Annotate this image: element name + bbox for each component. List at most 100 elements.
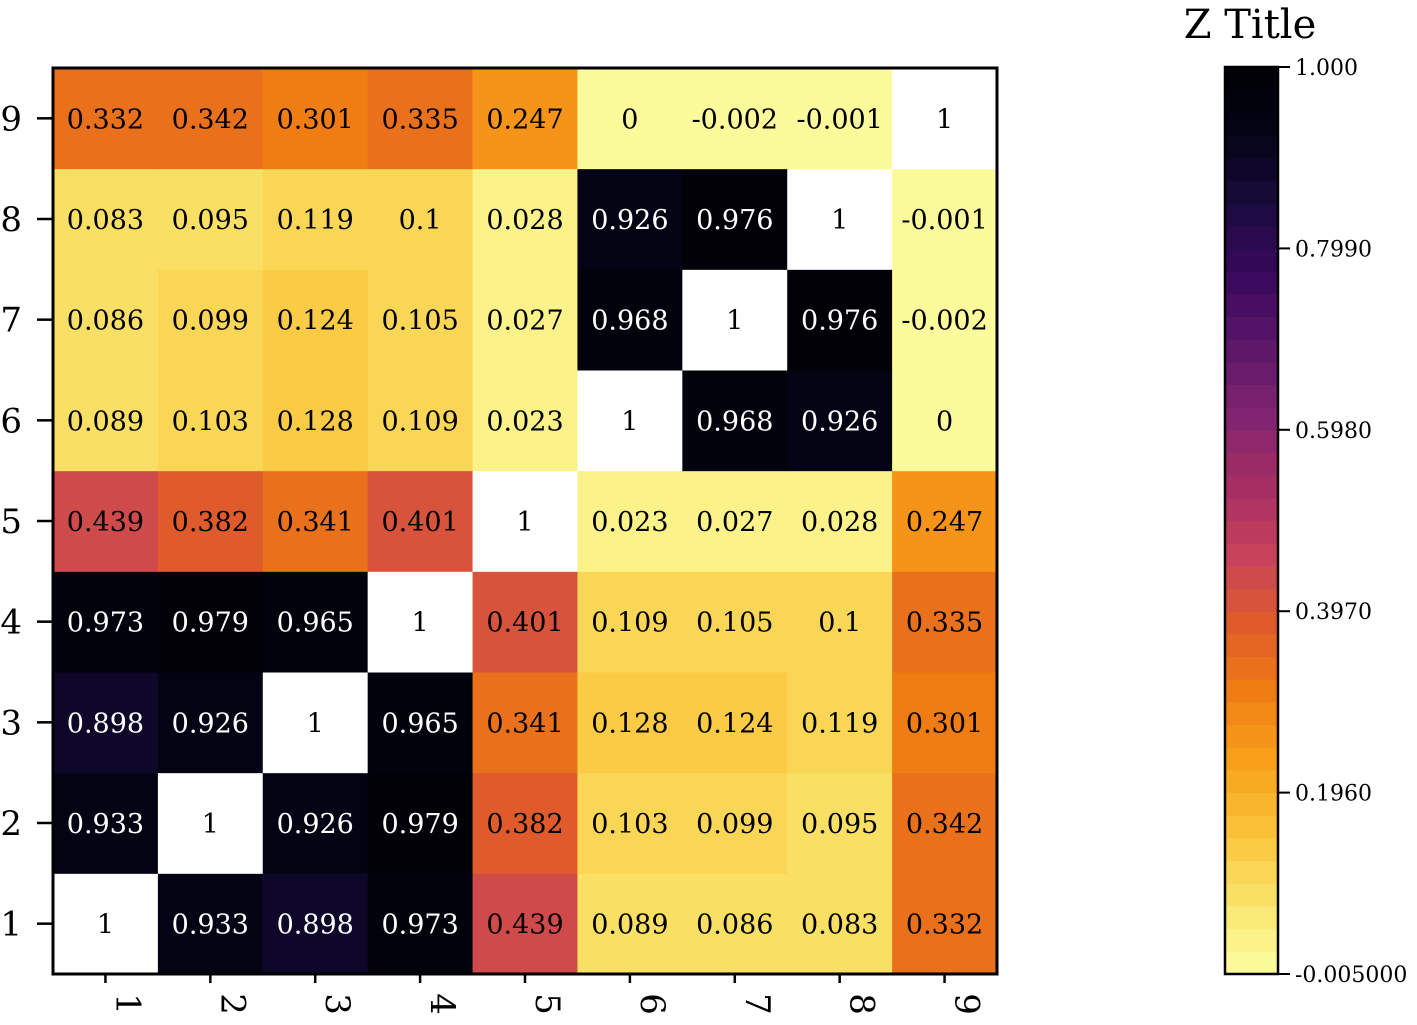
cell-value-label: 0.965 — [381, 708, 458, 739]
cell-value-label: 0.926 — [277, 809, 354, 840]
colorbar-band — [1225, 293, 1278, 317]
colorbar-band — [1225, 792, 1278, 816]
cell-value-label: 0.028 — [801, 507, 878, 538]
cell-value-label: 1 — [831, 205, 848, 236]
heatmap-cell — [53, 269, 159, 371]
cell-value-label: 0.968 — [591, 306, 668, 337]
colorbar-band — [1225, 497, 1278, 521]
colorbar-frame — [1223, 65, 1280, 976]
cell-value-label: 0.089 — [591, 910, 668, 941]
cell-value-label: -0.001 — [901, 205, 987, 236]
heatmap-cell — [472, 370, 578, 472]
cell-value-label: 0.976 — [801, 306, 878, 337]
heatmap-cell — [53, 470, 159, 572]
cell-value-label: 1 — [307, 708, 324, 739]
cell-value-label: 0.099 — [696, 809, 773, 840]
x-tick-label: 4 — [422, 993, 462, 1015]
heatmap-cell — [577, 672, 683, 774]
heatmap-cell — [262, 470, 369, 572]
cell-value-label: 0.401 — [486, 608, 563, 639]
cell-value-label: 0.086 — [696, 910, 773, 941]
cell-value-label: 0.968 — [696, 406, 773, 437]
colorbar: 1.000 0.7990 0.5980 0.3970 0.1960 -0.005000 Z… — [1184, 2, 1408, 988]
colorbar-band — [1225, 180, 1278, 204]
colorbar-band — [1225, 543, 1278, 567]
heatmap-cell — [53, 772, 159, 874]
colorbar-band — [1225, 407, 1278, 431]
cell-value-label: 1 — [412, 608, 429, 639]
cell-value-label: 0.027 — [696, 507, 773, 538]
heatmap-cell — [892, 470, 998, 572]
colorbar-band — [1225, 905, 1278, 930]
colorbar-tick-label: 0.7990 — [1295, 237, 1372, 262]
cell-value-label: 0.027 — [486, 306, 563, 337]
cell-value-label: 0.1 — [818, 608, 861, 639]
heatmap-cell — [367, 571, 474, 673]
heatmap-cell — [157, 873, 264, 975]
colorbar-tick-label: 0.5980 — [1295, 419, 1372, 444]
heatmap-cell — [53, 168, 159, 270]
cell-value-label: 0.301 — [906, 708, 983, 739]
colorbar-band — [1225, 588, 1278, 612]
cell-value-label: 0.926 — [801, 406, 878, 437]
cell-value-label: 0.341 — [486, 708, 563, 739]
heatmap-cell — [472, 571, 578, 673]
heatmap-cell — [892, 68, 998, 170]
heatmap-cell — [787, 571, 893, 673]
colorbar-band — [1225, 339, 1278, 363]
colorbar-band — [1225, 679, 1278, 703]
cell-value-label: -0.002 — [692, 104, 778, 135]
heatmap-cell — [682, 68, 788, 170]
cell-value-label: 0.128 — [277, 406, 354, 437]
heatmap-cell — [892, 571, 998, 673]
colorbar-band — [1225, 883, 1278, 907]
x-tick-label: 5 — [527, 993, 567, 1015]
colorbar-band — [1225, 860, 1278, 884]
heatmap-cell — [53, 672, 159, 774]
heatmap-cell — [787, 470, 893, 572]
colorbar-band — [1225, 724, 1278, 748]
heatmap-cell — [472, 873, 578, 975]
heatmap-cell — [367, 269, 474, 371]
heatmap-cell — [787, 772, 893, 874]
cell-value-label: 0.976 — [696, 205, 773, 236]
cell-value-label: 0.341 — [277, 507, 354, 538]
cell-value-label: 0.342 — [172, 104, 249, 135]
cell-value-label: -0.002 — [901, 306, 987, 337]
x-tick-label: 7 — [737, 993, 777, 1015]
cell-value-label: 0.119 — [801, 708, 878, 739]
cell-value-label: 0.439 — [67, 507, 144, 538]
heatmap-cell — [682, 470, 788, 572]
colorbar-bands — [1225, 67, 1278, 975]
cell-value-label: 0.933 — [67, 809, 144, 840]
heatmap-cell — [787, 370, 893, 472]
cell-value-label: 0.109 — [591, 608, 668, 639]
x-tick-label: 3 — [317, 993, 357, 1015]
heatmap-cell — [787, 672, 893, 774]
heatmap-cell — [892, 873, 998, 975]
heatmap-cell — [262, 772, 369, 874]
cell-value-label: 1 — [936, 104, 953, 135]
x-tick-label: 6 — [632, 993, 672, 1015]
cell-value-label: 0.119 — [277, 205, 354, 236]
heatmap-cell — [577, 873, 683, 975]
cell-value-label: 0.332 — [67, 104, 144, 135]
heatmap-cell — [262, 672, 369, 774]
heatmap-cell — [157, 772, 264, 874]
heatmap-cell — [472, 168, 578, 270]
colorbar-band — [1225, 271, 1278, 295]
x-tick-label: 2 — [212, 993, 252, 1015]
heatmap-cell — [262, 873, 369, 975]
cell-value-label: 0.099 — [172, 306, 249, 337]
heatmap-cell — [682, 168, 788, 270]
cell-value-label: 1 — [726, 306, 743, 337]
cell-value-label: 0.109 — [381, 406, 458, 437]
heatmap-cell — [892, 370, 998, 472]
colorbar-title: Z Title — [1184, 2, 1317, 48]
colorbar-band — [1225, 157, 1278, 181]
heatmap-cell — [472, 269, 578, 371]
cell-value-label: 0.332 — [906, 910, 983, 941]
heatmap-cell — [892, 772, 998, 874]
cell-value-label: 0.335 — [906, 608, 983, 639]
